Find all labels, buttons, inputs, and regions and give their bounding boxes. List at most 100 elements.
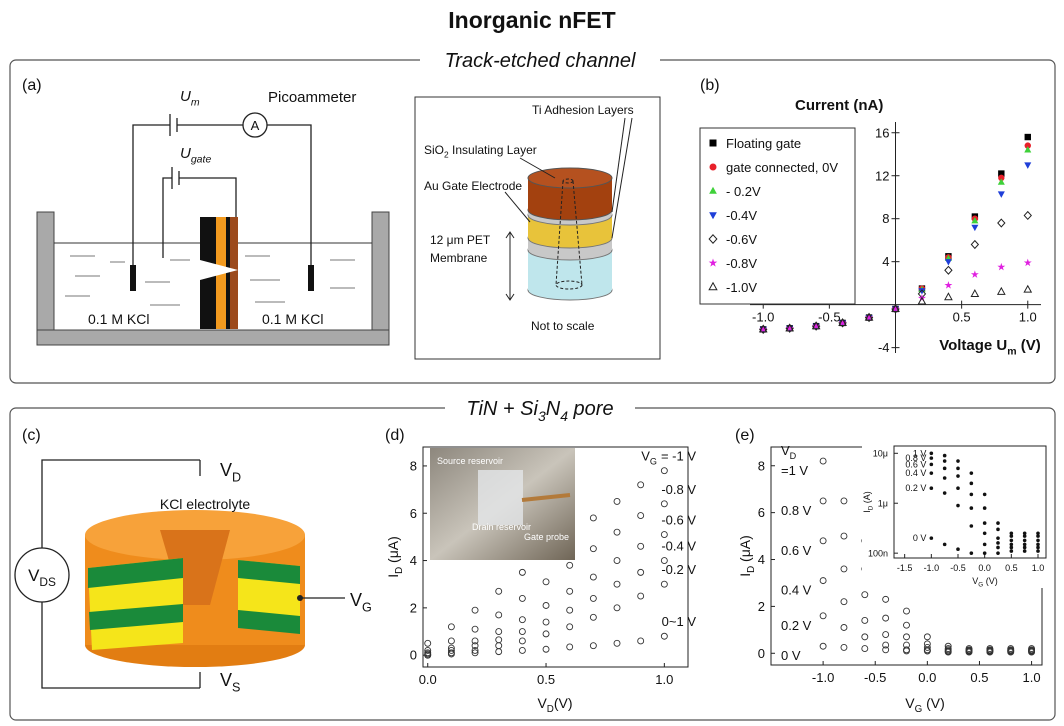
figure: Inorganic nFET Track-etched channel TiN …	[0, 0, 1064, 726]
marker	[983, 521, 987, 525]
marker	[1036, 534, 1040, 538]
series-label: -0.8 V	[661, 482, 696, 497]
panel-label: (c)	[22, 427, 41, 444]
text-part: (V)	[922, 695, 945, 711]
marker	[996, 536, 1000, 540]
solution-label: 0.1 M KCl	[262, 311, 323, 327]
y-tick-label: 0	[410, 648, 417, 663]
legend-label: Floating gate	[726, 136, 801, 151]
legend-label: -0.8V	[726, 256, 757, 271]
marker	[996, 546, 1000, 550]
x-tick-label: -0.5	[950, 563, 966, 573]
subscript: G	[650, 457, 657, 467]
x-tick-label: 0.0	[419, 672, 437, 687]
marker	[956, 504, 960, 508]
x-tick-label: 0.5	[970, 670, 988, 685]
legend-label: gate connected, 0V	[726, 160, 838, 175]
text-part: V	[350, 590, 362, 610]
marker	[710, 140, 717, 147]
y-tick-label: 2	[758, 599, 765, 614]
marker	[996, 541, 1000, 545]
electrode	[308, 265, 314, 291]
text-part: pore	[568, 398, 614, 420]
x-tick-label: 1.0	[1023, 670, 1041, 685]
x-tick-label: 0.5	[537, 672, 555, 687]
y-tick-label: 8	[882, 211, 889, 226]
marker	[1023, 546, 1027, 550]
membrane-schematic: Ti Adhesion Layers SiO2 Insulating Layer…	[415, 97, 660, 359]
y-tick-label: 10μ	[873, 448, 888, 458]
layer-label: 12 μm PET	[430, 233, 491, 247]
marker	[970, 551, 974, 555]
series-label: 0.8 V	[781, 503, 812, 518]
subscript: D	[790, 451, 797, 461]
y-tick-label: 0	[758, 646, 765, 661]
y-tick-label: 2	[410, 600, 417, 615]
subscript: DS	[39, 575, 56, 589]
marker	[1036, 549, 1040, 553]
subscript: gate	[191, 154, 212, 166]
marker	[930, 536, 934, 540]
x-tick-label: -1.0	[812, 670, 834, 685]
marker	[943, 491, 947, 495]
y-tick-label: 4	[410, 553, 417, 568]
marker	[956, 467, 960, 471]
legend-box	[700, 128, 855, 304]
panel-label: (e)	[735, 427, 755, 444]
marker	[943, 476, 947, 480]
marker	[710, 164, 717, 171]
layer	[528, 168, 612, 188]
marker	[956, 474, 960, 478]
legend-label: -0.4V	[726, 208, 757, 223]
marker	[956, 459, 960, 463]
membrane-layer	[230, 217, 238, 329]
marker	[956, 547, 960, 551]
series-label: -0.4 V	[661, 539, 696, 554]
note: Not to scale	[531, 319, 595, 333]
y-tick-label: 4	[758, 552, 765, 567]
x-tick-label: 0.0	[978, 563, 991, 573]
subscript: 4	[560, 408, 568, 424]
text-part: (V)	[1017, 337, 1041, 354]
text-part: N	[546, 398, 561, 420]
text-part: (μA)	[385, 536, 401, 567]
x-tick-label: 0.0	[918, 670, 936, 685]
series-label: 0 V	[913, 533, 927, 543]
series-label: 0~1 V	[662, 614, 697, 629]
series-label: 0 V	[781, 648, 801, 663]
series-label: 0.2 V	[781, 618, 812, 633]
marker	[970, 482, 974, 486]
marker	[930, 463, 934, 467]
y-axis-label: Current (nA)	[795, 97, 883, 114]
subscript: D	[232, 470, 241, 484]
marker	[1010, 539, 1014, 543]
marker	[983, 531, 987, 535]
photo-label: Drain reservoir	[472, 522, 531, 532]
marker	[996, 521, 1000, 525]
photo-detail	[478, 470, 523, 525]
marker	[930, 486, 934, 490]
subscript: 3	[538, 408, 546, 424]
ammeter-label: A	[251, 118, 260, 133]
y-tick-label: 8	[758, 458, 765, 473]
series-label: -0.6 V	[661, 513, 696, 528]
marker	[1025, 134, 1031, 140]
marker	[983, 506, 987, 510]
y-tick-label: -4	[878, 340, 890, 355]
x-tick-label: 1.0	[1019, 310, 1037, 325]
marker	[1036, 546, 1040, 550]
y-tick-label: 100n	[868, 548, 888, 558]
x-tick-label: 1.0	[1032, 563, 1045, 573]
membrane-layer	[226, 217, 230, 329]
section-title: Track-etched channel	[445, 50, 636, 72]
y-tick-label: 4	[882, 254, 889, 269]
x-tick-label: 0.5	[953, 310, 971, 325]
subscript: D	[746, 566, 757, 573]
text-part: V	[781, 443, 790, 458]
marker	[1010, 543, 1014, 547]
panel-label: (b)	[700, 77, 720, 94]
series-label: 0.4 V	[781, 583, 812, 598]
text-part: TiN + Si	[466, 398, 538, 420]
x-tick-label: -0.5	[864, 670, 886, 685]
text-part: (A)	[862, 491, 872, 506]
